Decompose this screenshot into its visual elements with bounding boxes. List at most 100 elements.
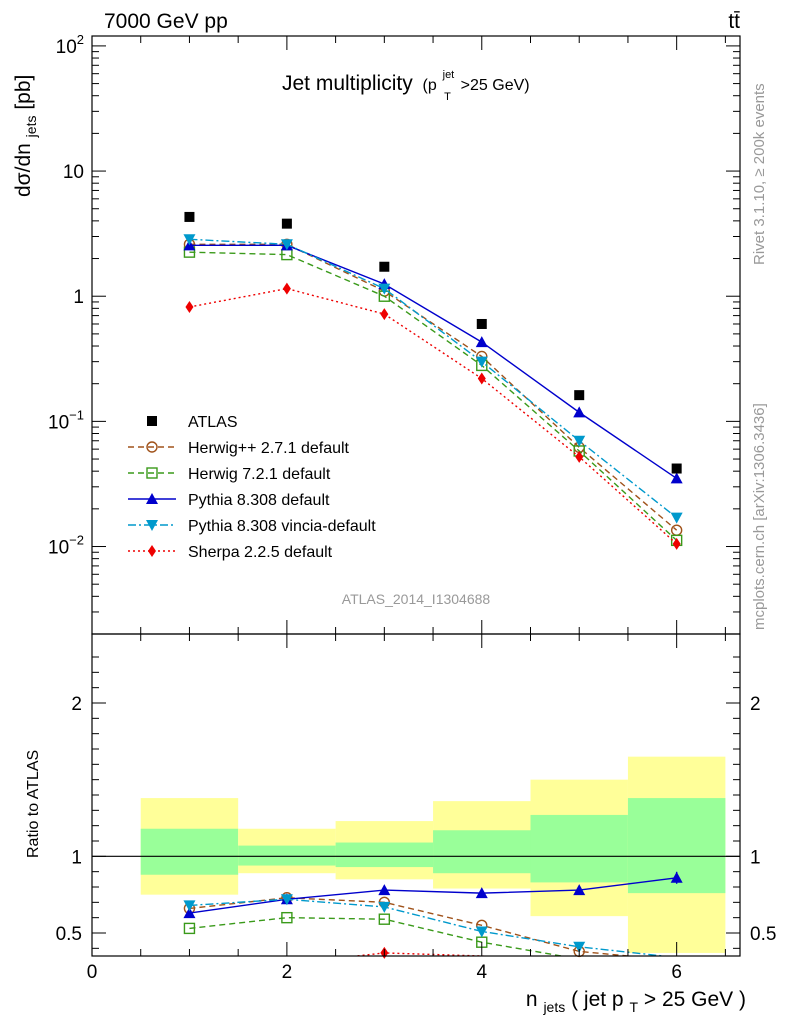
point-sherpa-2-2-5-default-5 (575, 450, 584, 463)
legend-label-herwig-7-2-1-default: Herwig 7.2.1 default (188, 466, 331, 483)
y-tick-label-exp: −2 (69, 533, 84, 548)
series-line-pythia-8-308-default (189, 877, 677, 914)
point-sherpa-2-2-5-default-3 (380, 308, 389, 321)
main-ylabel-main: dσ/dn (12, 143, 35, 197)
legend-label-herwig-2-7-1-default: Herwig++ 2.7.1 default (188, 440, 350, 457)
series-line-sherpa-2-2-5-default (350, 952, 491, 956)
xlabel-mid: ( jet p (571, 988, 624, 1011)
y-tick-label-base: 10 (48, 538, 69, 559)
stat-uncertainty-band-2 (238, 845, 336, 866)
x-tick-label-2: 2 (282, 962, 293, 983)
header-left: 7000 GeV pp (104, 10, 228, 33)
mcplots-reference-label: mcplots.cern.ch [arXiv:1306.3436] (751, 403, 768, 630)
xlabel-tail: > 25 GeV ) (644, 988, 746, 1011)
xlabel-n: n (526, 988, 538, 1011)
rivet-version-label: Rivet 3.1.10, ≥ 200k events (751, 83, 768, 265)
point-sherpa-2-2-5-default-1 (185, 301, 194, 314)
legend: ATLAS Herwig++ 2.7.1 default Herwig 7.2.1 … (128, 414, 376, 561)
ratio-plot-area (92, 756, 740, 959)
stat-uncertainty-band-4 (433, 830, 531, 874)
series-line-herwig-7-2-1-default (189, 251, 678, 541)
ratio-xlabel: n jets ( jet p T > 25 GeV ) (526, 988, 746, 1017)
series-line-herwig-7-2-1-default (189, 916, 566, 956)
point-pythia-8-308-default-3 (378, 884, 391, 896)
point-pythia-8-308-vincia-default-3 (378, 901, 391, 913)
legend-marker-pythia-8-308-vincia-default (146, 520, 158, 531)
series-line-pythia-8-308-vincia-default (189, 238, 678, 519)
point-pythia-8-308-default-6 (670, 472, 683, 484)
y-tick-label-exp: −1 (69, 407, 84, 422)
ratio-y-tick-label-left-2: 2 (71, 694, 82, 715)
legend-marker-atlas (147, 416, 157, 426)
legend-label-pythia-8-308-default: Pythia 8.308 default (188, 492, 330, 509)
ratio-panel: 0.5 0.5 1 1 2 2 0 2 4 6 Ratio to ATLAS n jets ( j… (25, 633, 776, 1017)
stat-uncertainty-band-1 (140, 828, 239, 875)
point-sherpa-2-2-5-default-2 (282, 282, 291, 295)
y-tick-label-100: 102 (56, 32, 84, 58)
point-pythia-8-308-vincia-default-4 (475, 356, 488, 368)
chart-title-tail: >25 GeV) (461, 77, 530, 94)
point-pythia-8-308-vincia-default-1 (183, 900, 196, 912)
series-line-pythia-8-308-vincia-default (189, 898, 670, 956)
point-pythia-8-308-vincia-default-1 (183, 234, 196, 246)
series-line-herwig-2-7-1-default (189, 243, 678, 531)
x-tick-label-4: 4 (476, 962, 487, 983)
point-atlas-6 (671, 463, 682, 474)
point-pythia-8-308-vincia-default-3 (378, 283, 391, 295)
point-atlas-1 (184, 211, 195, 222)
y-tick-label-0.01: 10−2 (48, 533, 84, 559)
y-tick-label-0.1: 10−1 (48, 407, 84, 433)
ratio-y-tick-label-right-2: 2 (750, 694, 761, 715)
main-ylabel-sub: jets (23, 116, 39, 139)
y-tick-label-base: 10 (48, 412, 69, 433)
point-pythia-8-308-vincia-default-5 (573, 941, 586, 953)
point-pythia-8-308-vincia-default-2 (280, 894, 293, 906)
point-pythia-8-308-default-1 (183, 907, 196, 919)
x-tick-label-0: 0 (87, 962, 98, 983)
point-atlas-3 (379, 261, 390, 272)
stat-uncertainty-band-5 (530, 814, 628, 883)
point-pythia-8-308-default-4 (475, 336, 488, 348)
chart-title-open: (p (423, 77, 437, 94)
point-atlas-4 (476, 318, 487, 329)
point-atlas-2 (281, 218, 292, 229)
y-tick-label-10: 10 (63, 162, 84, 183)
ratio-axis-ticks: 0.5 0.5 1 1 2 2 0 2 4 6 (56, 634, 776, 983)
xlabel-pt-sub: T (629, 999, 638, 1015)
legend-marker-herwig-7-2-1-default (146, 467, 158, 479)
chart-title-main: Jet multiplicity (282, 72, 413, 95)
ratio-ylabel: Ratio to ATLAS (25, 750, 42, 858)
point-pythia-8-308-vincia-default-5 (573, 435, 586, 447)
ratio-y-tick-label-right-1: 1 (750, 847, 761, 868)
ratio-bands (140, 756, 726, 953)
y-tick-label-exp: 2 (77, 32, 84, 47)
point-herwig-7-2-1-default-2 (281, 911, 293, 924)
header-right: tt̄ (728, 10, 740, 33)
point-pythia-8-308-default-5 (573, 406, 586, 418)
point-pythia-8-308-vincia-default-2 (280, 239, 293, 251)
chart-title: Jet multiplicity (p jet T >25 GeV) (282, 60, 530, 105)
point-pythia-8-308-vincia-default-4 (475, 926, 488, 938)
point-sherpa-2-2-5-default-6 (672, 537, 681, 550)
analysis-label: ATLAS_2014_I1304688 (342, 591, 491, 607)
ratio-y-tick-label-left-0.5: 0.5 (56, 924, 82, 945)
series-line-pythia-8-308-default (189, 244, 678, 480)
point-sherpa-2-2-5-default-4 (477, 372, 486, 385)
xlabel-n-sub: jets (542, 999, 565, 1015)
legend-label-pythia-8-308-vincia-default: Pythia 8.308 vincia-default (188, 518, 376, 535)
point-pythia-8-308-vincia-default-6 (670, 512, 683, 524)
ratio-y-tick-label-left-1: 1 (71, 847, 82, 868)
ratio-y-tick-label-right-0.5: 0.5 (750, 924, 776, 945)
chart-title-sup: jet (442, 69, 455, 81)
point-pythia-8-308-default-5 (573, 884, 586, 896)
main-ylabel-tail: [pb] (12, 75, 35, 110)
y-tick-label-base: 10 (56, 37, 77, 58)
point-herwig-7-2-1-default-1 (183, 922, 196, 935)
legend-label-sherpa-2-2-5-default: Sherpa 2.2.5 default (188, 544, 333, 561)
legend-marker-herwig-2-7-1-default (146, 441, 158, 453)
legend-marker-pythia-8-308-default (146, 493, 158, 504)
y-tick-label-1: 1 (73, 287, 84, 308)
